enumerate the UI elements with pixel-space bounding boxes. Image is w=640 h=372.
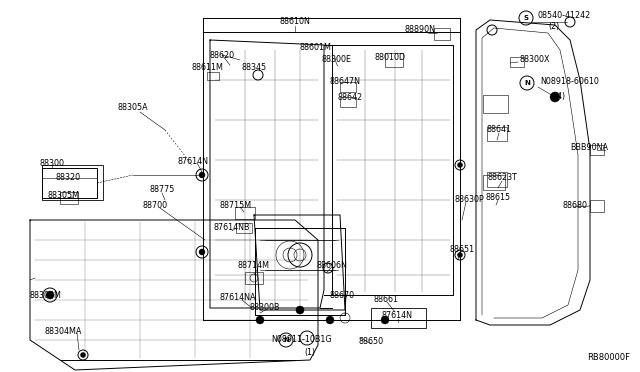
Bar <box>590 200 604 212</box>
Bar <box>42 168 97 198</box>
Bar <box>235 207 255 219</box>
Text: 88641: 88641 <box>486 125 511 135</box>
Circle shape <box>381 316 389 324</box>
Text: 88611M: 88611M <box>191 64 223 73</box>
Bar <box>236 223 252 233</box>
Text: 88304MA: 88304MA <box>44 327 82 336</box>
Text: 88606N: 88606N <box>317 260 348 269</box>
Text: 88610N: 88610N <box>280 17 310 26</box>
Bar <box>385 53 403 67</box>
Circle shape <box>326 316 334 324</box>
Text: 88305M: 88305M <box>47 190 79 199</box>
Text: 88304M: 88304M <box>29 291 61 299</box>
Bar <box>60 192 78 204</box>
Circle shape <box>81 353 86 357</box>
Circle shape <box>46 291 54 299</box>
Text: (1): (1) <box>305 347 316 356</box>
Circle shape <box>199 249 205 255</box>
Text: 88345: 88345 <box>241 64 267 73</box>
Bar <box>590 145 604 155</box>
Circle shape <box>458 163 463 167</box>
Circle shape <box>199 172 205 178</box>
Bar <box>371 308 426 328</box>
Text: N08911-10B1G: N08911-10B1G <box>272 336 332 344</box>
Text: 88630P: 88630P <box>454 196 484 205</box>
Text: 88642: 88642 <box>337 93 363 103</box>
Text: 88715M: 88715M <box>220 201 252 209</box>
Text: 87614N: 87614N <box>381 311 413 321</box>
Text: RB80000F: RB80000F <box>587 353 630 362</box>
Bar <box>510 57 524 67</box>
Text: 88620: 88620 <box>209 51 235 60</box>
Bar <box>340 97 356 107</box>
Bar <box>245 272 263 284</box>
Text: 88700: 88700 <box>143 201 168 209</box>
Text: 88647N: 88647N <box>330 77 360 87</box>
Text: 88661: 88661 <box>374 295 399 305</box>
Text: 87614NA: 87614NA <box>220 294 256 302</box>
Text: 88615: 88615 <box>485 192 511 202</box>
Text: 88680: 88680 <box>563 201 588 209</box>
Text: 88650: 88650 <box>358 337 383 346</box>
Bar <box>42 165 103 200</box>
Text: 88320: 88320 <box>56 173 81 183</box>
Text: N08918-60610: N08918-60610 <box>540 77 599 87</box>
Text: BBB90NA: BBB90NA <box>570 144 608 153</box>
Bar <box>487 127 507 141</box>
Text: 88623T: 88623T <box>487 173 517 183</box>
Circle shape <box>256 316 264 324</box>
Text: N: N <box>283 337 289 343</box>
Bar <box>483 95 508 113</box>
Circle shape <box>550 92 560 102</box>
Text: 88300X: 88300X <box>520 55 550 64</box>
Text: 88651: 88651 <box>449 246 475 254</box>
Text: N: N <box>524 80 530 86</box>
Text: 88670: 88670 <box>330 292 355 301</box>
Text: 88714M: 88714M <box>238 260 270 269</box>
Text: 88305A: 88305A <box>118 103 148 112</box>
Text: 88775: 88775 <box>149 186 175 195</box>
Text: 88300E: 88300E <box>322 55 352 64</box>
Bar <box>483 175 505 190</box>
Text: 88300B: 88300B <box>250 304 280 312</box>
Text: 88300: 88300 <box>40 158 65 167</box>
Text: 88601M: 88601M <box>299 42 331 51</box>
Text: (2): (2) <box>548 22 559 32</box>
Text: 87614NB: 87614NB <box>214 224 250 232</box>
Text: (4): (4) <box>554 93 565 102</box>
Bar <box>207 72 219 80</box>
Text: 88890N: 88890N <box>404 26 435 35</box>
Bar <box>487 172 507 187</box>
Bar <box>340 82 356 92</box>
Text: 88010D: 88010D <box>374 54 406 62</box>
Circle shape <box>458 253 463 257</box>
Text: 87614N: 87614N <box>177 157 209 167</box>
Text: S: S <box>524 15 529 21</box>
Bar <box>434 28 450 40</box>
Text: 08540-41242: 08540-41242 <box>538 10 591 19</box>
Circle shape <box>296 306 304 314</box>
